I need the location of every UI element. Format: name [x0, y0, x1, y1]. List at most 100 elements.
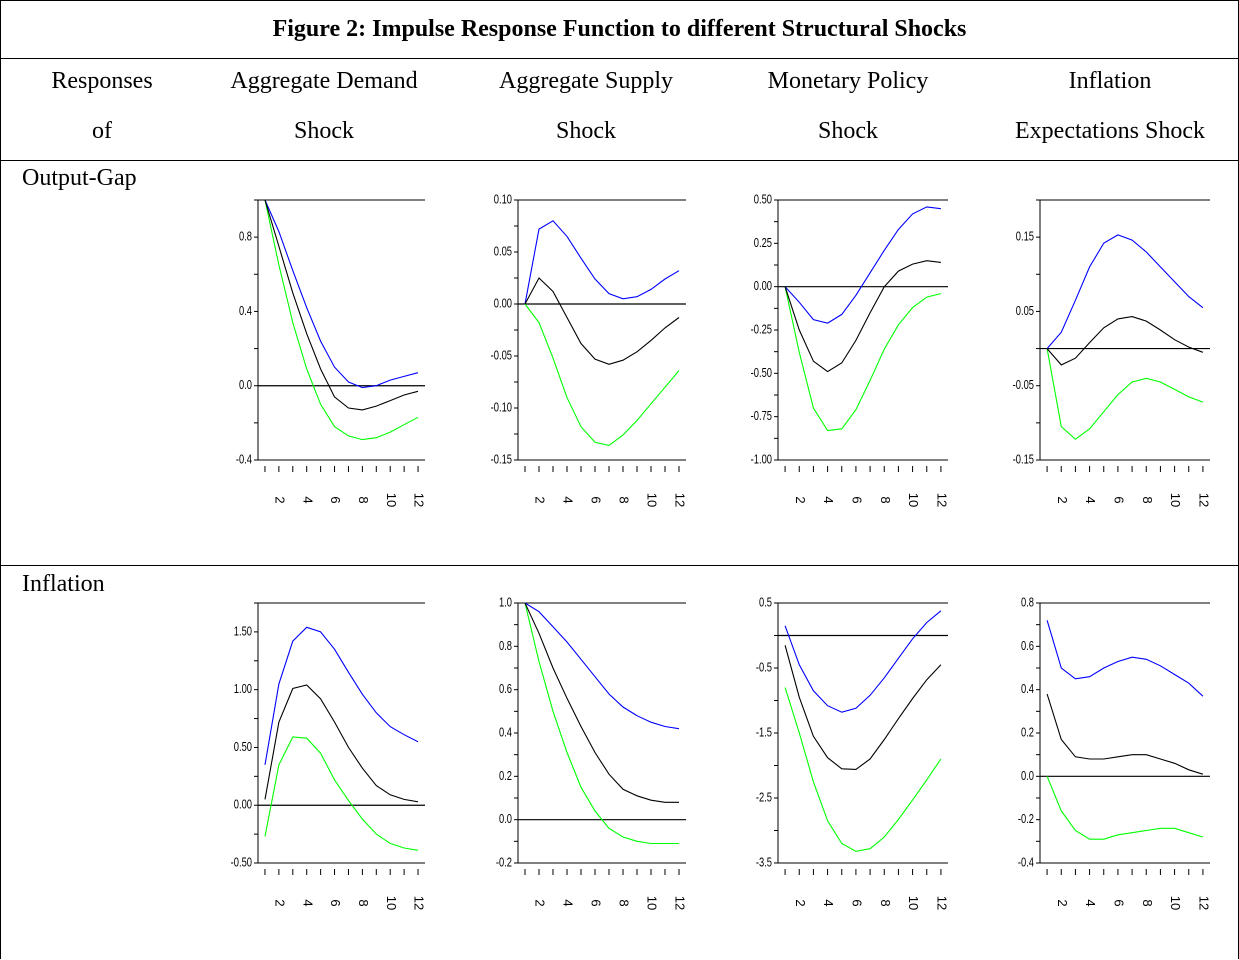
x-tick-label: 12	[934, 896, 949, 910]
x-tick-label: 10	[1168, 493, 1183, 507]
y-tick-label: 0.05	[494, 245, 512, 259]
upper-band-line	[784, 610, 942, 713]
x-tick-label: 12	[412, 896, 427, 910]
x-tick-label: 10	[1168, 896, 1183, 910]
chart-inflation-expectations: -0.4 -0.2 0.0 0.2 0.4 0.6 0.8 2 4 6 8 10 12	[1018, 596, 1212, 910]
y-tick-label: 1.0	[499, 596, 512, 610]
x-tick-label: 8	[878, 496, 893, 503]
y-tick-label: -0.25	[751, 323, 772, 337]
x-tick-label: 8	[617, 496, 632, 503]
y-tick-label: 0.00	[494, 297, 512, 311]
y-tick-label: 1.00	[234, 683, 252, 697]
y-tick-label: -2.5	[756, 791, 772, 805]
x-tick-label: 2	[1055, 899, 1070, 906]
lower-band-line	[524, 303, 680, 446]
x-tick-label: 12	[1196, 896, 1211, 910]
upper-band-line	[1046, 234, 1204, 349]
header-col1-line2: Shock	[294, 118, 354, 144]
y-tick-label: -0.5	[756, 661, 772, 675]
header-col3-line1: Monetary Policy	[767, 68, 929, 94]
x-tick-label: 4	[1083, 496, 1098, 503]
y-tick-label: 0.0	[499, 813, 512, 827]
impulse-response-line	[264, 684, 419, 803]
x-tick-label: 12	[673, 493, 688, 507]
y-tick-label: 0.2	[499, 769, 512, 783]
x-tick-label: 4	[300, 899, 315, 906]
y-tick-label: -0.10	[491, 401, 512, 415]
lower-band-line	[524, 602, 679, 845]
impulse-response-line	[784, 645, 942, 770]
impulse-response-line	[524, 277, 680, 365]
y-tick-label: 0.5	[759, 596, 772, 610]
x-tick-label: 10	[384, 493, 399, 507]
x-tick-label: 8	[878, 899, 893, 906]
divider-title	[0, 58, 1239, 59]
header-col0-line1: Responses	[51, 68, 153, 94]
y-tick-label: 0.25	[754, 236, 772, 250]
x-tick-label: 2	[793, 899, 808, 906]
x-tick-label: 4	[300, 496, 315, 503]
chart-output-gap-demand: -0.4 0.0 0.4 0.8 2 4 6 8 10 12	[236, 199, 427, 507]
y-tick-label: 0.4	[239, 305, 252, 319]
chart-inflation-demand: -0.50 0.00 0.50 1.00 1.50 2 4 6 8 10 12	[231, 602, 427, 910]
x-tick-label: 6	[589, 496, 604, 503]
x-tick-label: 2	[272, 496, 287, 503]
y-tick-label: -0.4	[236, 453, 252, 467]
y-tick-label: 0.4	[1021, 683, 1034, 697]
y-tick-label: -0.15	[1013, 453, 1034, 467]
y-tick-label: 0.4	[499, 726, 512, 740]
y-tick-label: -0.75	[751, 410, 772, 424]
y-tick-label: 0.8	[239, 230, 252, 244]
lower-band-line	[1046, 776, 1204, 840]
impulse-response-line	[784, 260, 941, 373]
x-tick-label: 4	[1083, 899, 1098, 906]
x-tick-label: 4	[821, 899, 836, 906]
x-tick-label: 2	[793, 496, 808, 503]
header-col2-line2: Shock	[556, 118, 616, 144]
impulse-response-line	[1046, 693, 1204, 775]
x-tick-label: 10	[645, 493, 660, 507]
x-tick-label: 6	[1111, 496, 1126, 503]
chart-inflation-monetary: -3.5 -2.5 -1.5 -0.5 0.5 2 4 6 8 10 12	[756, 596, 950, 910]
x-tick-label: 2	[533, 496, 548, 503]
y-tick-label: -1.5	[756, 726, 772, 740]
x-tick-label: 8	[1140, 899, 1155, 906]
x-tick-label: 6	[589, 899, 604, 906]
x-tick-label: 6	[328, 899, 343, 906]
y-tick-label: 0.0	[1021, 769, 1034, 783]
x-tick-label: 6	[849, 496, 864, 503]
chart-output-gap-monetary: -1.00 -0.75 -0.50 -0.25 0.00 0.25 0.50 2 4 6 8 10 12	[751, 193, 950, 507]
x-tick-label: 4	[821, 496, 836, 503]
lower-band-line	[264, 736, 419, 851]
row-label-inflation: Inflation	[22, 571, 105, 597]
impulse-response-line	[264, 199, 419, 411]
x-tick-label: 12	[673, 896, 688, 910]
divider-rows	[0, 565, 1239, 566]
header-col4-line1: Inflation	[1068, 68, 1152, 94]
x-tick-label: 2	[272, 899, 287, 906]
upper-band-line	[524, 602, 680, 730]
x-tick-label: 4	[561, 899, 576, 906]
y-tick-label: 0.2	[1021, 726, 1034, 740]
y-tick-label: 0.8	[1021, 596, 1034, 610]
y-tick-label: 1.50	[234, 625, 252, 639]
lower-band-line	[1046, 348, 1204, 440]
row-label-output-gap: Output-Gap	[22, 165, 137, 191]
x-tick-label: 10	[645, 896, 660, 910]
x-tick-label: 6	[849, 899, 864, 906]
x-tick-label: 10	[906, 896, 921, 910]
x-tick-label: 8	[617, 899, 632, 906]
divider-header	[0, 160, 1239, 161]
upper-band-line	[264, 199, 419, 389]
upper-band-line	[1046, 620, 1204, 697]
x-tick-label: 4	[561, 496, 576, 503]
y-tick-label: -0.2	[496, 856, 512, 870]
y-tick-label: -0.15	[491, 453, 512, 467]
lower-band-line	[784, 687, 942, 852]
y-tick-label: -0.05	[1013, 379, 1034, 393]
x-tick-label: 8	[1140, 496, 1155, 503]
x-tick-label: 10	[384, 896, 399, 910]
impulse-response-line	[524, 602, 679, 803]
header-col3-line2: Shock	[818, 118, 878, 144]
x-tick-label: 10	[906, 493, 921, 507]
